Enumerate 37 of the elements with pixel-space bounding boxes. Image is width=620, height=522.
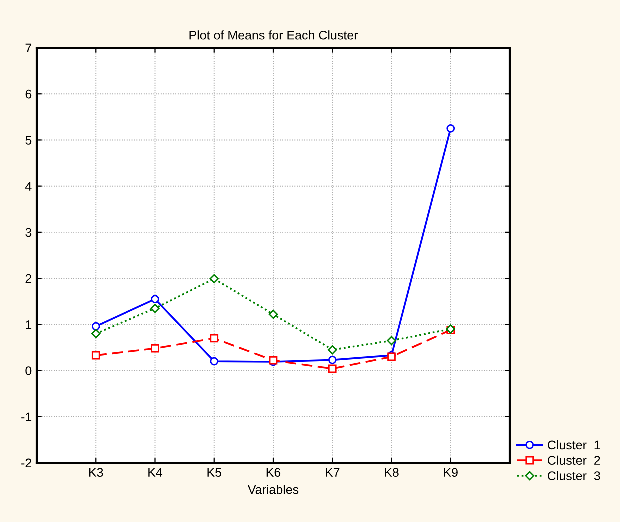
x-tick-label: K7 [326,468,340,477]
x-tick-label: K8 [385,468,399,478]
x-tick-label: K5 [208,468,222,478]
y-tick-label: -1 [22,412,32,422]
legend-label: Cluster 2 [548,456,600,466]
x-tick-label: K3 [90,468,104,478]
point [150,304,160,314]
point [92,351,100,360]
x-tick-label: K4 [148,468,163,477]
legend-label: Cluster 1 [548,440,600,450]
y-tick-label: 2 [26,274,32,284]
point [92,322,100,331]
point [387,336,396,346]
point [92,329,101,339]
point [151,344,160,353]
x-tick-label: K6 [266,468,281,478]
legend-label: Cluster 3 [548,471,600,480]
point [446,124,456,133]
point [328,345,338,355]
x-tick-label: K9 [444,468,458,478]
y-tick-label: 7 [26,44,32,53]
point [210,357,219,366]
y-tick-label: 3 [26,228,32,238]
point [151,295,160,304]
y-tick-label: 0 [26,366,32,376]
point [328,364,337,374]
y-tick-label: -2 [22,458,32,468]
point [210,274,219,284]
y-tick-label: 1 [26,320,32,330]
y-tick-label: 4 [25,182,32,191]
point [268,310,278,320]
chart-title: Plot of Means for Each Cluster [190,30,358,40]
point [210,334,219,343]
x-axis-title: Variables [248,485,299,494]
y-tick-label: 6 [26,90,32,99]
point [328,356,337,364]
y-tick-label: 5 [26,136,32,145]
